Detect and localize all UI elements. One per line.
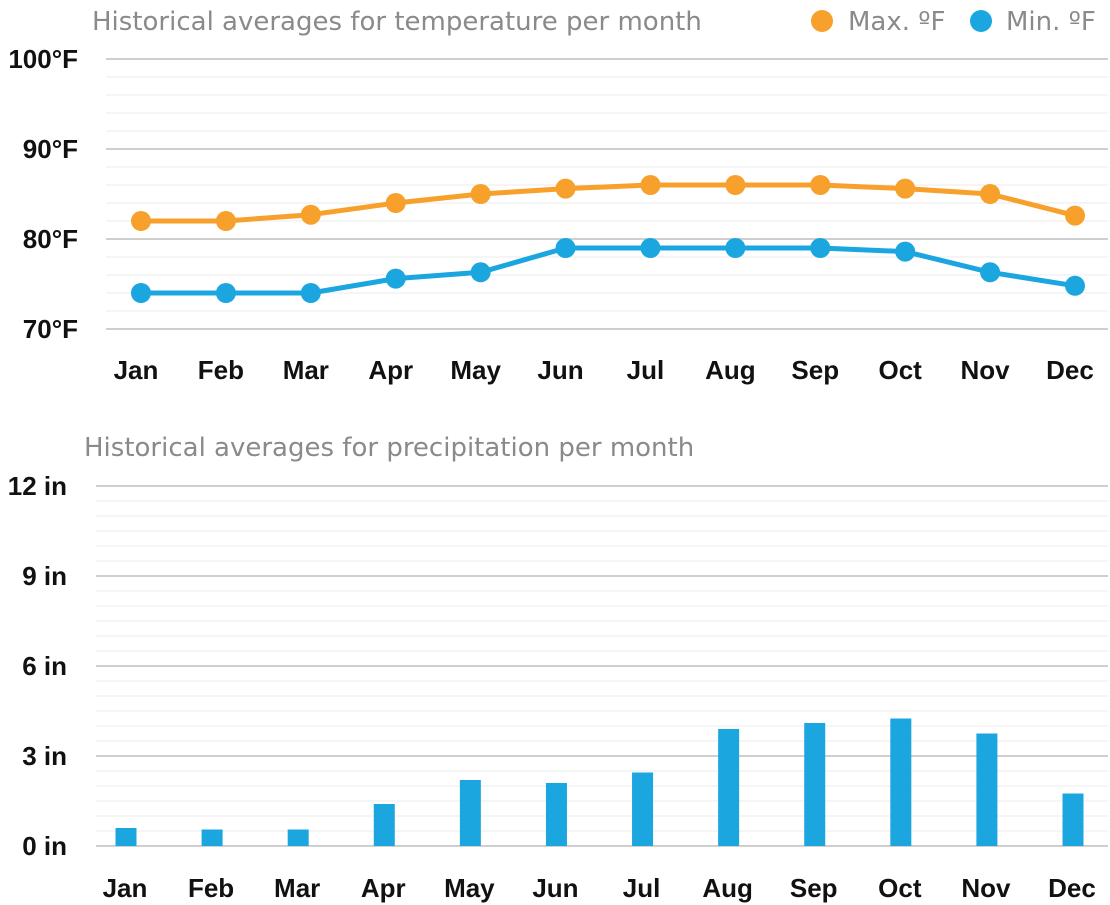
temperature-point-min — [640, 238, 661, 258]
precipitation-y-tick-label: 6 in — [22, 651, 67, 681]
precipitation-x-tick-label: Jul — [623, 873, 661, 903]
temperature-x-tick-label: Nov — [961, 355, 1011, 385]
precipitation-x-tick-label: Sep — [790, 873, 838, 903]
temperature-point-max — [385, 193, 406, 213]
temperature-line-max — [138, 182, 1078, 224]
precipitation-x-axis: Jan Feb Mar Apr May Jun Jul Aug Sep Oct Nov Dec — [103, 873, 1096, 903]
precipitation-bar — [459, 780, 481, 846]
temperature-x-tick-label: Jan — [114, 355, 159, 385]
temperature-point-max — [555, 178, 576, 199]
temperature-chart-title: Historical averages for temperature per … — [92, 7, 702, 37]
precipitation-x-tick-label: Apr — [361, 873, 406, 903]
precipitation-x-tick-label: Jan — [103, 873, 148, 903]
temperature-point-min — [215, 283, 236, 303]
precipitation-grid — [96, 485, 1108, 847]
temperature-point-max — [810, 175, 831, 195]
temperature-x-tick-label: May — [450, 355, 501, 385]
precipitation-y-tick-label: 0 in — [22, 831, 67, 861]
temperature-point-max — [725, 175, 746, 195]
temperature-y-tick-label: 80°F — [23, 224, 78, 254]
precipitation-x-tick-label: Aug — [702, 873, 753, 903]
temperature-x-tick-label: Aug — [705, 355, 756, 385]
temperature-point-min — [470, 262, 491, 283]
temperature-point-min — [300, 283, 321, 303]
precipitation-x-tick-label: Oct — [878, 873, 922, 903]
temperature-point-min — [385, 268, 406, 289]
temperature-point-min — [725, 238, 746, 258]
legend-max-label: Max. ºF — [848, 7, 946, 37]
temperature-x-tick-label: Feb — [198, 355, 244, 385]
temperature-series — [131, 175, 1085, 303]
temperature-point-min — [555, 238, 576, 258]
temperature-point-min — [980, 262, 1001, 283]
precipitation-bar — [718, 729, 740, 846]
temperature-point-max — [131, 211, 151, 231]
precipitation-bar — [545, 783, 567, 846]
temperature-y-tick-label: 70°F — [23, 314, 78, 344]
temperature-point-max — [300, 204, 321, 225]
precipitation-bar — [115, 828, 137, 846]
legend-max-marker — [811, 10, 833, 32]
precipitation-x-tick-label: Mar — [274, 873, 320, 903]
precipitation-x-tick-label: Dec — [1048, 873, 1096, 903]
temperature-point-max — [980, 184, 1001, 204]
temperature-x-tick-label: Jul — [627, 355, 665, 385]
precipitation-bar — [890, 718, 912, 846]
precipitation-chart-title: Historical averages for precipitation pe… — [84, 433, 694, 463]
temperature-y-tick-label: 100°F — [8, 44, 78, 74]
temperature-y-tick-label: 90°F — [23, 134, 78, 164]
precipitation-x-tick-label: Feb — [188, 873, 234, 903]
temperature-chart: Historical averages for temperature per … — [8, 7, 1108, 385]
temperature-point-min — [1065, 275, 1085, 296]
precipitation-bar — [976, 733, 998, 846]
temperature-legend: Max. ºF Min. ºF — [811, 7, 1096, 37]
precipitation-y-axis: 0 in 3 in 6 in 9 in 12 in — [8, 471, 67, 861]
legend-min-marker — [970, 10, 992, 32]
precipitation-bar — [1062, 793, 1084, 846]
precipitation-y-tick-label: 12 in — [8, 471, 67, 501]
temperature-point-min — [810, 238, 831, 258]
temperature-grid — [106, 58, 1108, 330]
precipitation-x-tick-label: Jun — [532, 873, 578, 903]
precipitation-bars — [115, 718, 1084, 846]
precipitation-x-tick-label: May — [444, 873, 495, 903]
temperature-point-max — [470, 184, 491, 204]
temperature-x-tick-label: Sep — [791, 355, 839, 385]
temperature-point-max — [640, 175, 661, 195]
temperature-point-min — [131, 283, 151, 303]
temperature-x-axis: Jan Feb Mar Apr May Jun Jul Aug Sep Oct Nov Dec — [114, 355, 1094, 385]
temperature-y-axis: 70°F 80°F 90°F 100°F — [8, 44, 78, 344]
temperature-point-max — [895, 178, 916, 199]
temperature-x-tick-label: Apr — [368, 355, 413, 385]
precipitation-bar — [373, 804, 395, 846]
temperature-point-max — [1065, 205, 1085, 226]
precipitation-chart: Historical averages for precipitation pe… — [8, 433, 1108, 903]
precipitation-bar — [804, 723, 826, 846]
legend-min-label: Min. ºF — [1006, 7, 1096, 37]
precipitation-x-tick-label: Nov — [961, 873, 1011, 903]
temperature-point-min — [895, 241, 916, 262]
temperature-x-tick-label: Dec — [1046, 355, 1094, 385]
precipitation-bar — [287, 829, 309, 846]
precipitation-bar — [201, 829, 223, 846]
temperature-line-min — [138, 245, 1078, 296]
precipitation-y-tick-label: 3 in — [22, 741, 67, 771]
temperature-point-max — [215, 211, 236, 231]
temperature-x-tick-label: Oct — [879, 355, 923, 385]
temperature-x-tick-label: Jun — [537, 355, 583, 385]
temperature-x-tick-label: Mar — [283, 355, 329, 385]
precipitation-bar — [632, 772, 654, 846]
precipitation-y-tick-label: 9 in — [22, 561, 67, 591]
